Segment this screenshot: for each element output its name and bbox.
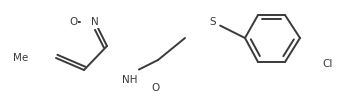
Text: N: N (91, 17, 99, 27)
Text: NH: NH (122, 75, 138, 85)
Text: Me: Me (13, 53, 28, 63)
Text: O: O (69, 17, 77, 27)
Text: O: O (151, 83, 159, 93)
Text: Cl: Cl (322, 59, 332, 69)
Text: S: S (210, 17, 216, 27)
